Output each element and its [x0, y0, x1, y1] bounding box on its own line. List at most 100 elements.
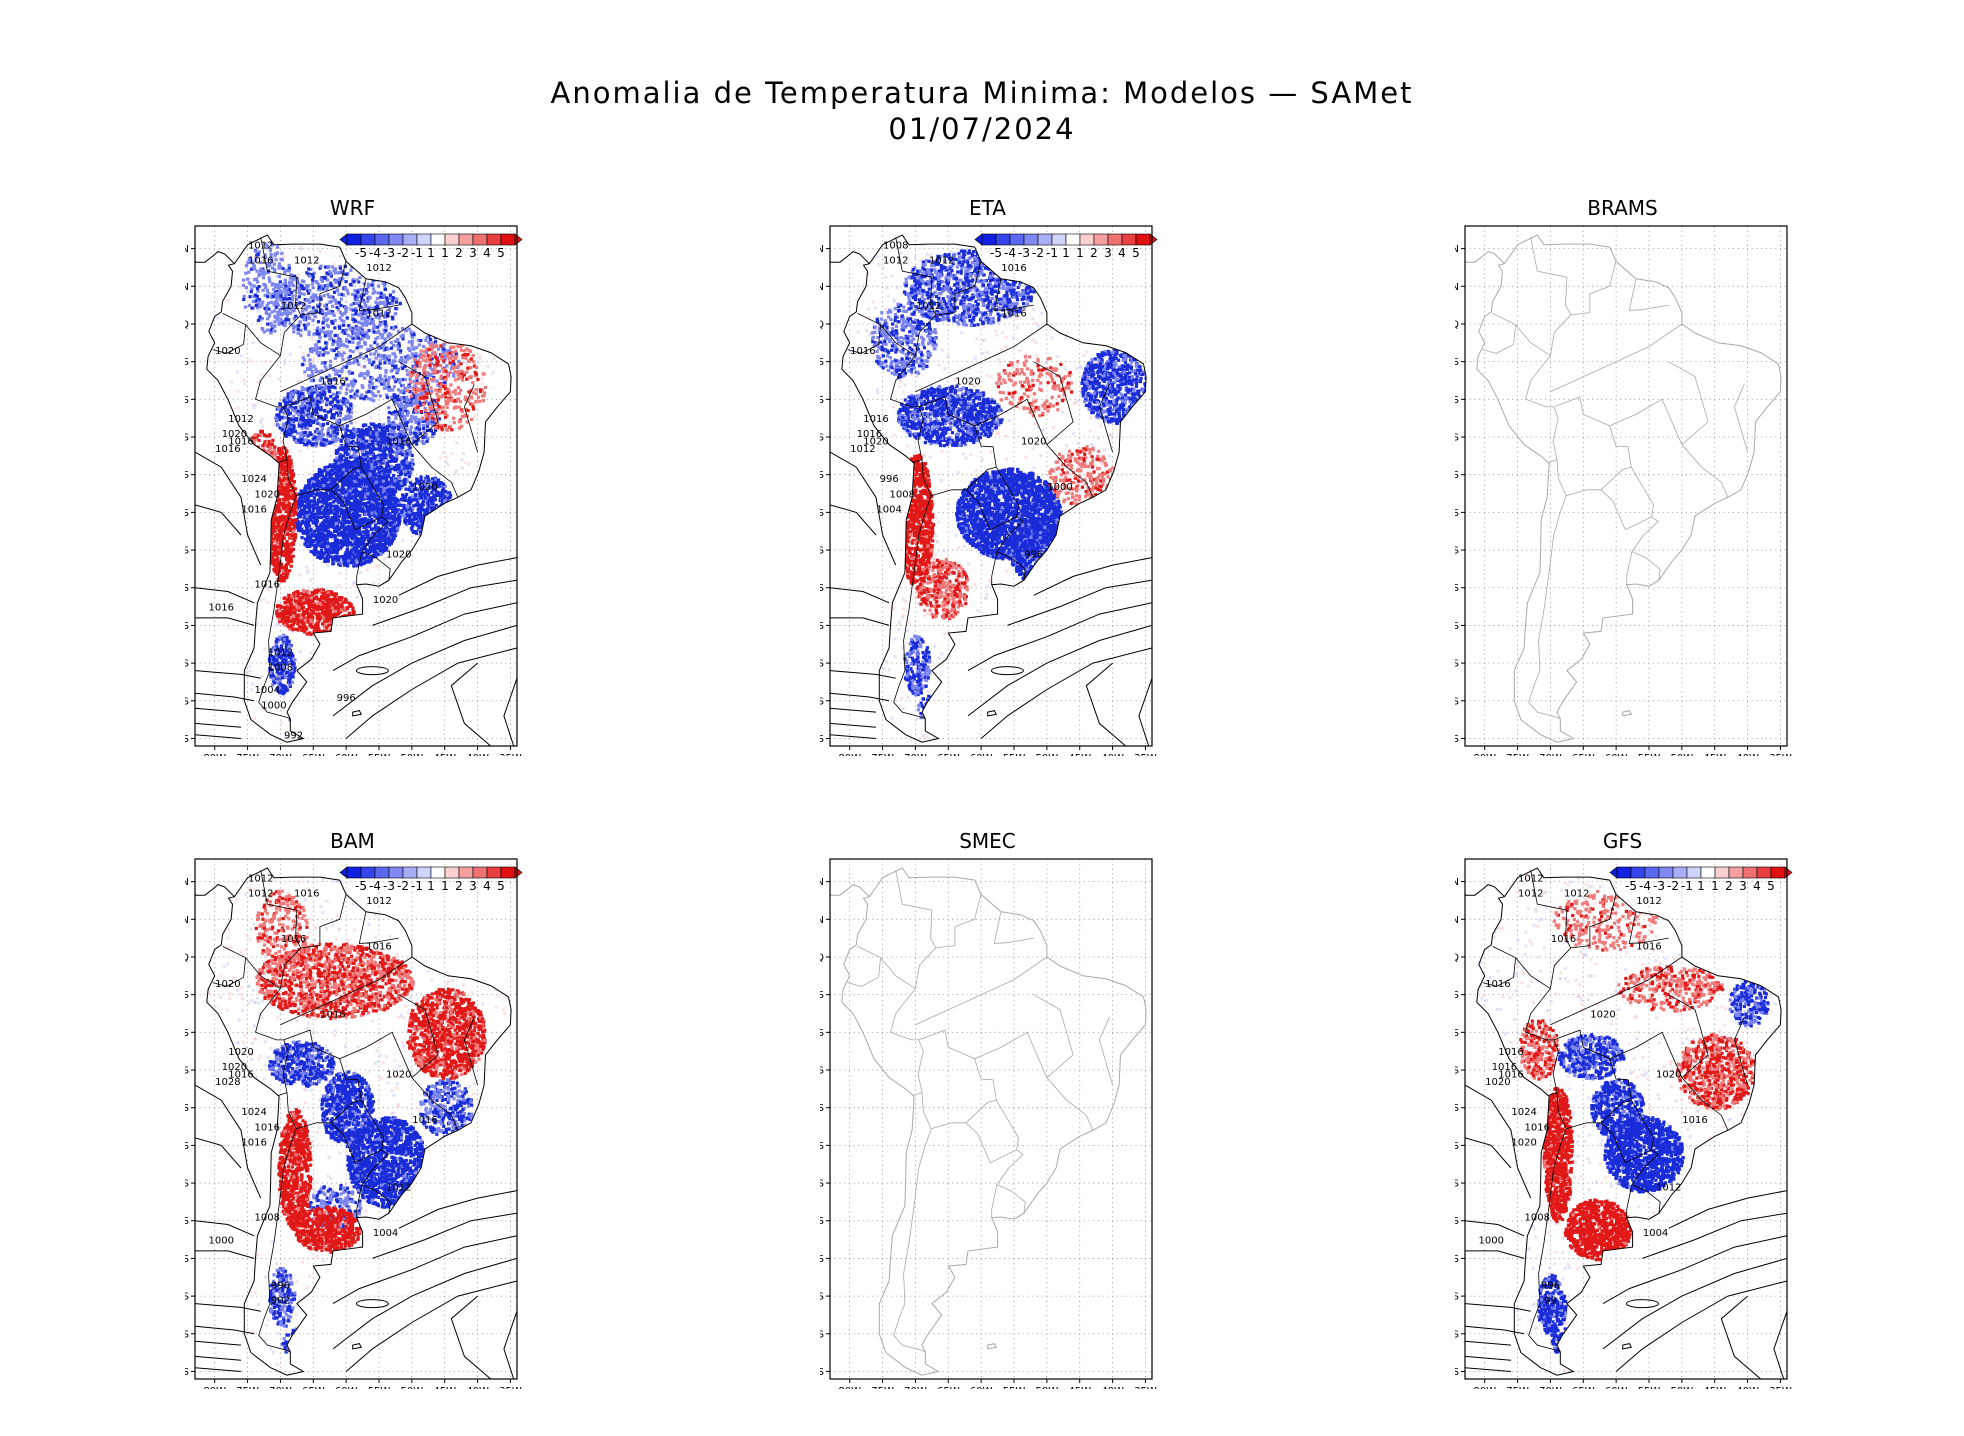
isobar-label: 1020	[222, 1062, 247, 1073]
lat-tick-label: 5S	[820, 357, 824, 368]
isobar-label: 99	[1544, 1296, 1557, 1307]
lat-tick-label: 35S	[185, 583, 189, 594]
isobar-label: 996	[1024, 550, 1043, 561]
lon-tick-label: 55W	[368, 753, 391, 756]
isobar-label: 1012	[1518, 889, 1543, 900]
country-borders	[1482, 237, 1748, 720]
lat-tick-label: 25S	[185, 508, 189, 519]
lon-tick-label: 35W	[1134, 753, 1157, 756]
lat-tick-label: 40S	[1455, 1254, 1459, 1265]
lat-tick-label: 15S	[1455, 433, 1459, 444]
lat-tick-label: 10S	[1455, 395, 1459, 406]
panel-title: SMEC	[820, 829, 1155, 853]
colorbar-swatch	[1051, 233, 1067, 246]
lat-tick-label: 50S	[185, 696, 189, 707]
lat-tick-label: 55S	[820, 1367, 824, 1378]
colorbar: -5 -4 -3 -2 -1 1 1 2 3 4 5	[339, 233, 523, 260]
lon-tick-label: 45W	[1068, 753, 1091, 756]
colorbar-swatch	[458, 866, 474, 879]
isobar-label: 1016	[857, 429, 882, 440]
colorbar-swatch	[472, 233, 488, 246]
lon-tick-label: 50W	[1671, 1386, 1694, 1389]
isobar-label: 996	[271, 1281, 290, 1292]
lon-tick-label: 65W	[1572, 1386, 1595, 1389]
colorbar-swatch	[374, 866, 390, 879]
colorbar: -5 -4 -3 -2 -1 1 1 2 3 4 5	[974, 233, 1158, 260]
map-brams: 10N 5N EQ 5S 10S 15S 20S 25S 30S 35S 40S 45S 50S 55S 8…	[1455, 225, 1792, 756]
colorbar-label: -3	[1018, 246, 1030, 260]
isobar-label: 1016	[320, 1009, 345, 1020]
lon-tick-label: 55W	[1003, 1386, 1026, 1389]
coastline	[830, 867, 1147, 1376]
isobar-label: 1012	[268, 648, 293, 659]
lat-tick-label: 30S	[1455, 1179, 1459, 1190]
isobar-label: 1000	[209, 1235, 234, 1246]
lon-tick-label: 70W	[904, 753, 927, 756]
panel-brams: BRAMS 10N 5N EQ 5S 10S 15S 20S 25S 30S 35S 40S 45S 5…	[1455, 196, 1875, 756]
lon-tick-label: 50W	[401, 1386, 424, 1389]
lat-tick-label: 30S	[820, 546, 824, 557]
isobar-label: 1024	[241, 1107, 266, 1118]
colorbar-label: 2	[455, 246, 463, 260]
lat-tick-label: 10N	[820, 877, 824, 888]
lon-tick-label: 55W	[1638, 753, 1661, 756]
lat-tick-label: 5N	[185, 282, 189, 293]
colorbar-swatch	[500, 233, 516, 246]
lat-tick-label: 45S	[1455, 1292, 1459, 1303]
colorbar-label: -5	[990, 246, 1002, 260]
colorbar-swatch	[402, 866, 418, 879]
lat-tick-label: 20S	[820, 1103, 824, 1114]
isobar-label: 1020	[228, 1047, 253, 1058]
isobar-label: 1012	[929, 256, 954, 267]
lon-tick-label: 80W	[1473, 1386, 1496, 1389]
colorbar-swatch	[981, 233, 997, 246]
colorbar-swatch	[1672, 866, 1688, 879]
panel-smec: SMEC 10N 5N EQ 5S 10S 15S 20S 25S 30S 35S 40S 45S 50…	[820, 829, 1240, 1389]
isobar-label: 1004	[373, 1228, 398, 1239]
isobar-label: 1028	[215, 1077, 240, 1088]
colorbar-swatch	[444, 866, 460, 879]
colorbar-label: 3	[469, 879, 477, 893]
isobar-label: 1016	[863, 414, 888, 425]
country-borders	[212, 870, 478, 1353]
lat-tick-label: 15S	[185, 433, 189, 444]
colorbar-label: 1	[1711, 879, 1719, 893]
colorbar-swatch	[1742, 866, 1758, 879]
lon-tick-label: 65W	[302, 1386, 325, 1389]
lon-tick-label: 65W	[302, 753, 325, 756]
colorbar-swatch	[1728, 866, 1744, 879]
lon-tick-label: 45W	[433, 1386, 456, 1389]
isobar-label: 1020	[955, 376, 980, 387]
colorbar-swatch	[416, 866, 432, 879]
lat-tick-label: 35S	[820, 583, 824, 594]
lat-tick-label: 25S	[820, 508, 824, 519]
lon-tick-label: 75W	[1506, 1386, 1529, 1389]
isobar-label: 1016	[209, 602, 234, 613]
isobar-label: 1012	[386, 1183, 411, 1194]
colorbar-label: 1	[427, 879, 435, 893]
colorbar-label: 5	[1767, 879, 1775, 893]
colorbar: -5 -4 -3 -2 -1 1 1 2 3 4 5	[1609, 866, 1793, 893]
lon-tick-label: 55W	[1638, 1386, 1661, 1389]
isobar-label: 1016	[241, 1137, 266, 1148]
isobar-label: 1008	[890, 489, 915, 500]
colorbar-label: -4	[369, 246, 381, 260]
colorbar-swatch	[1079, 233, 1095, 246]
lat-tick-label: EQ	[1455, 952, 1459, 963]
colorbar-swatch	[346, 233, 362, 246]
colorbar-swatch	[1065, 233, 1081, 246]
isobar-label: 1020	[1656, 1070, 1681, 1081]
lon-tick-label: 60W	[335, 753, 358, 756]
lon-tick-label: 65W	[937, 1386, 960, 1389]
colorbar-label: -5	[1625, 879, 1637, 893]
colorbar-label: -3	[1653, 879, 1665, 893]
lat-tick-label: 15S	[820, 1066, 824, 1077]
colorbar-label: 5	[497, 246, 505, 260]
isobar-label: 1012	[916, 301, 941, 312]
colorbar-label: -4	[369, 879, 381, 893]
isobar-label: 1016	[248, 256, 273, 267]
colorbar-label: 1	[1062, 246, 1070, 260]
isobar-label: 1020	[412, 482, 437, 493]
lat-tick-label: 10S	[185, 1028, 189, 1039]
lat-tick-label: 10N	[185, 877, 189, 888]
